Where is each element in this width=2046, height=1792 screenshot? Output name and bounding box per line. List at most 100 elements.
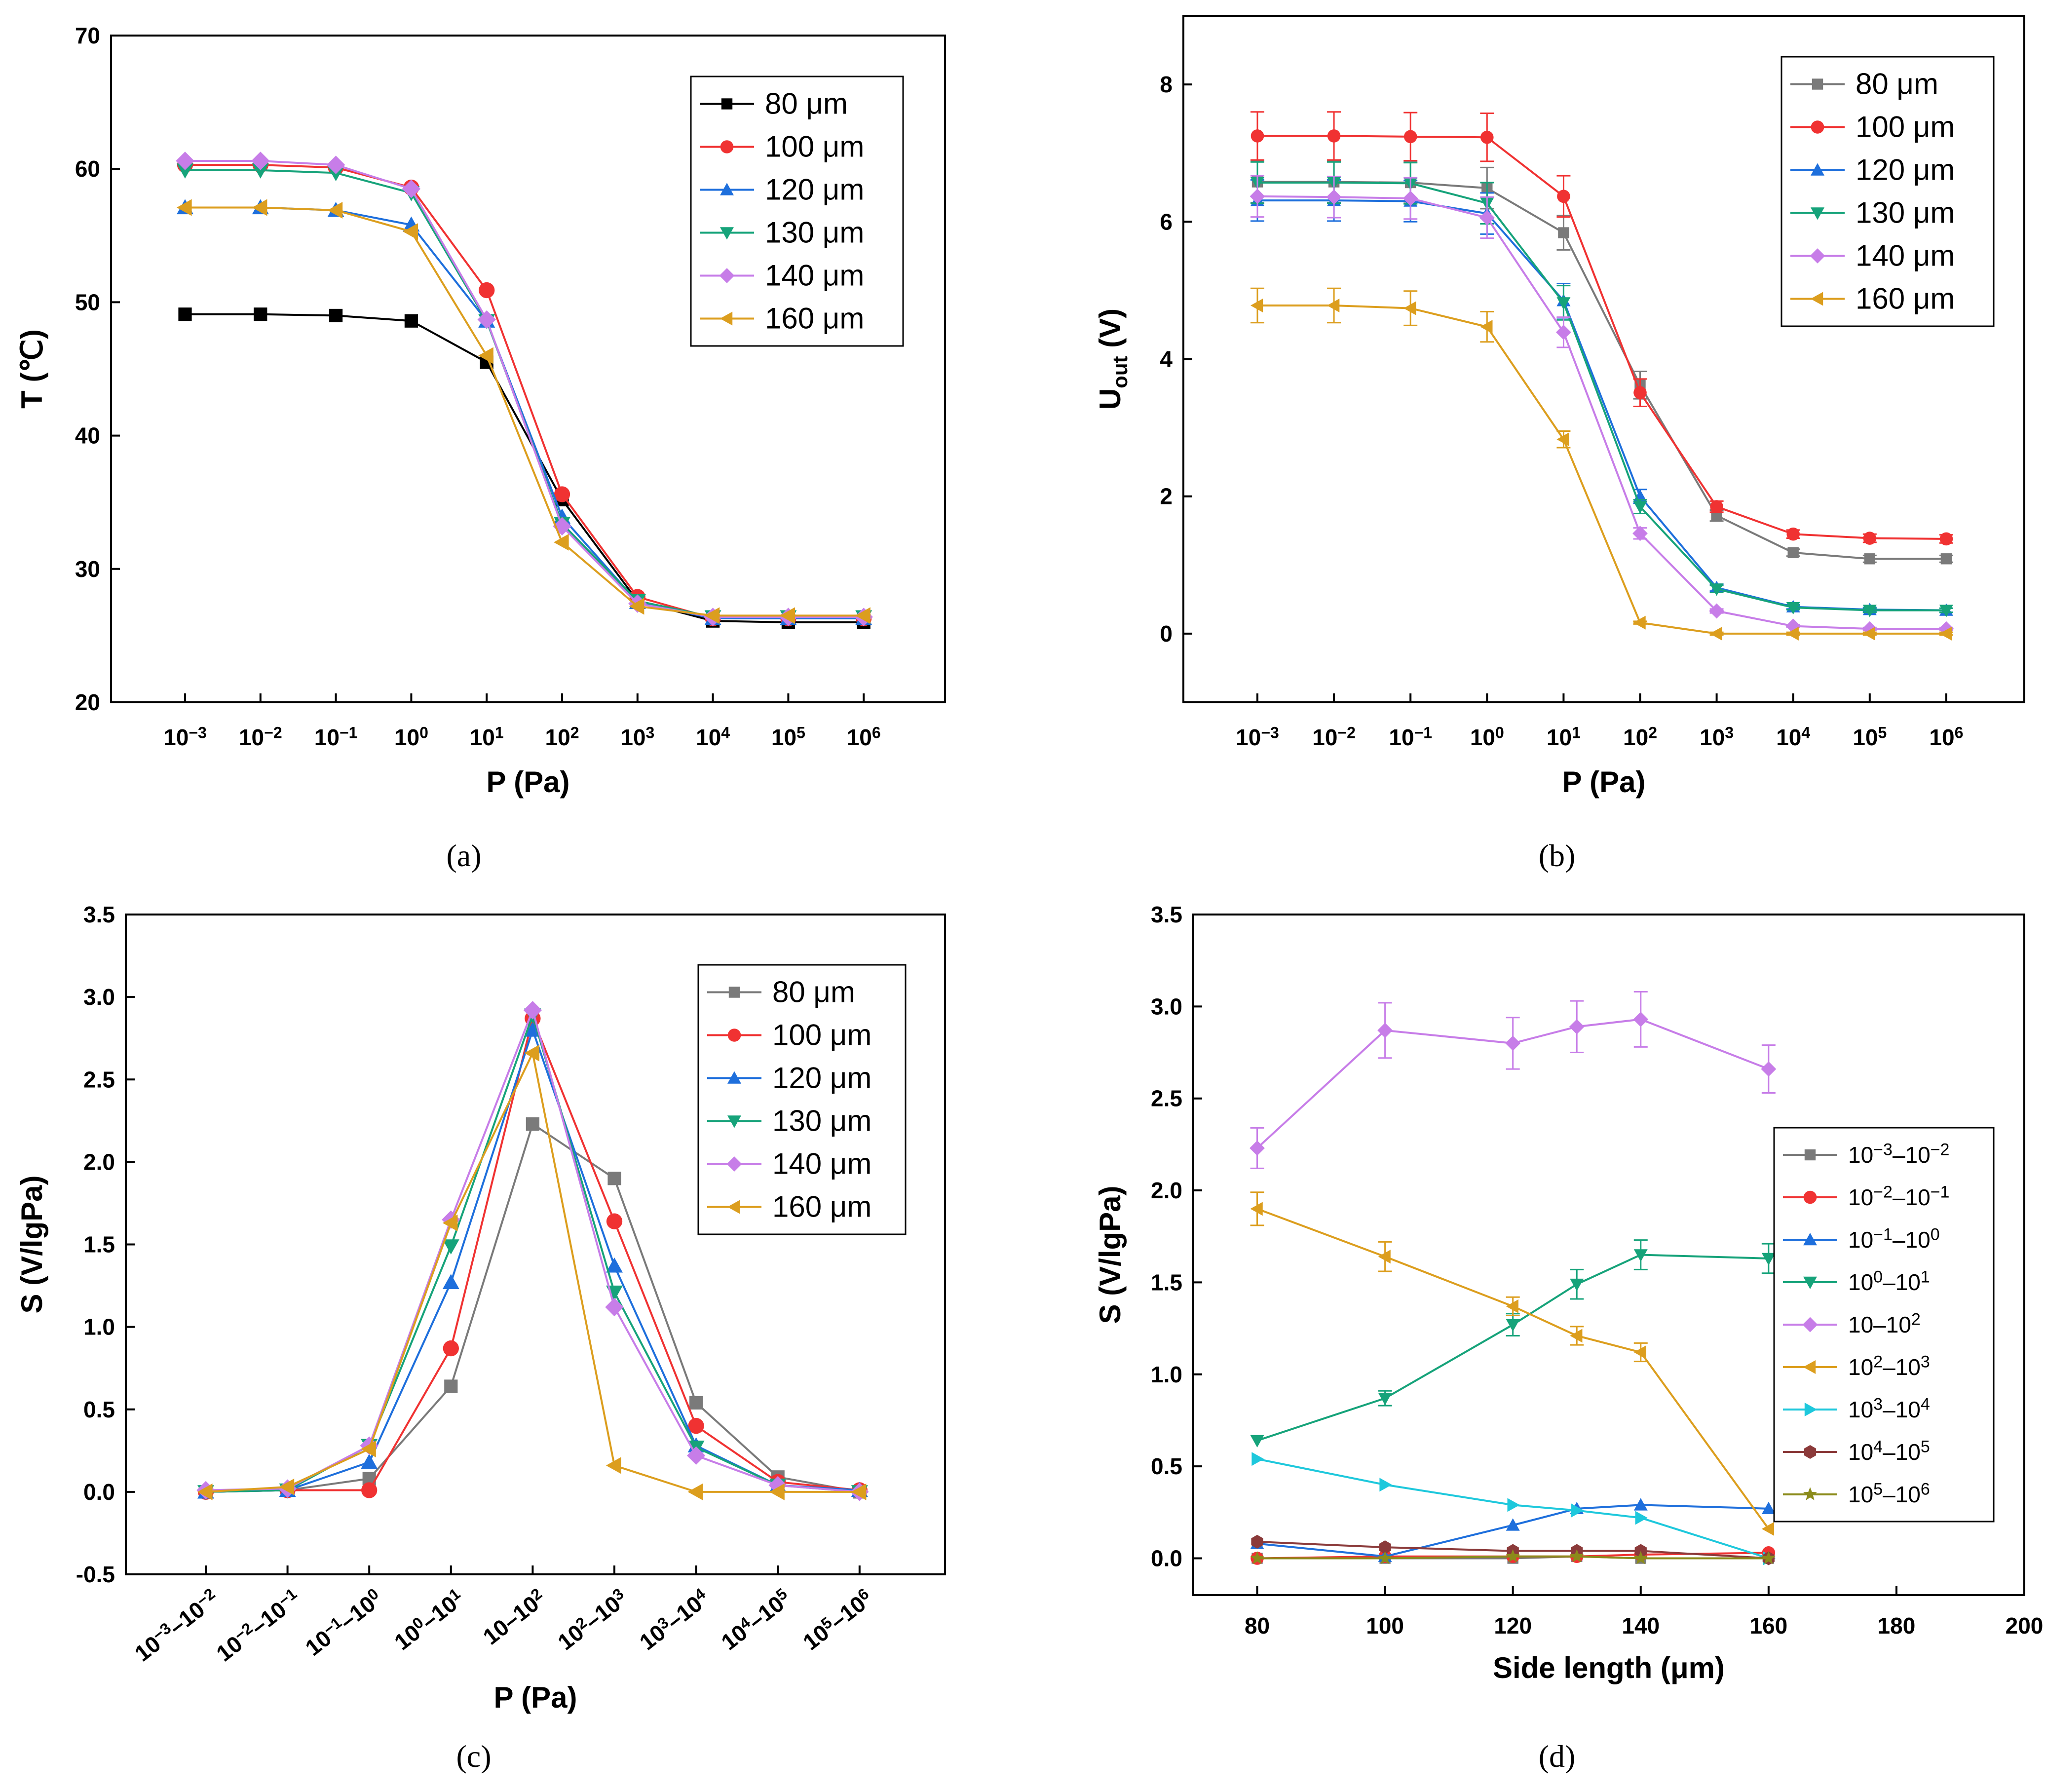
panel-d-data-point	[1251, 1534, 1263, 1549]
panel-a-x-tick-label: 101​	[470, 724, 504, 750]
panel-d-data-point	[1378, 1551, 1392, 1564]
panel-d-legend-marker	[1803, 1487, 1817, 1500]
panel-b-data-point	[1786, 626, 1799, 641]
panel-b-x-tick-label: 104​	[1776, 724, 1810, 750]
panel-d-legend-marker	[1803, 1233, 1817, 1246]
panel-a-y-tick-label: 50	[75, 289, 100, 315]
panel-a-y-tick-label: 70	[75, 23, 100, 48]
panel-d-x-tick-label: 140	[1622, 1613, 1660, 1639]
panel-d-series-line	[1256, 1018, 1769, 1149]
panel-a-legend-marker	[720, 183, 734, 195]
panel-a-data-point	[329, 308, 343, 323]
panel-c-data-point	[443, 1340, 459, 1357]
panel-d-y-tick-label: 3.5	[1151, 902, 1182, 927]
panel-c-x-tick-label: 100​–101​	[389, 1585, 469, 1655]
panel-a-legend-label: 130 μm	[765, 216, 864, 249]
panel-d-data-point	[1570, 1278, 1584, 1292]
panel-c-data-point	[687, 1483, 703, 1500]
panel-d-x-tick-label: 200	[2006, 1613, 2044, 1639]
panel-a-x-tick-label: 10−3​	[163, 724, 207, 750]
panel-d-legend-label: 102​–103​	[1848, 1353, 1930, 1380]
panel-c-data-point	[605, 1297, 624, 1317]
panel-b-series-line	[1257, 182, 1946, 611]
panel-a-y-tick-label: 60	[75, 156, 100, 182]
panel-d-legend-marker	[1803, 1276, 1817, 1289]
panel-a-data-point	[254, 307, 267, 321]
panel-a-data-point	[252, 163, 269, 179]
panel-d-series-line	[1256, 1254, 1769, 1442]
panel-d-data-point	[1378, 1250, 1391, 1264]
panel-c-legend-label: 130 μm	[772, 1105, 871, 1138]
panel-a-data-point	[477, 310, 496, 329]
panel-b-series-line	[1257, 305, 1946, 635]
panel-d-series-line	[1257, 1540, 1769, 1560]
panel-a-data-point	[176, 152, 194, 170]
panel-b-data-point	[1864, 553, 1875, 565]
panel-d-data-point	[1506, 1518, 1520, 1531]
panel-b-series-line	[1257, 135, 1946, 540]
panel-c-legend-marker	[726, 1156, 742, 1172]
panel-a-legend-marker	[720, 227, 734, 240]
panel-d-plot-frame	[1192, 914, 2025, 1596]
panel-b-data-point	[1480, 320, 1493, 334]
panel-c-legend-marker	[728, 987, 740, 998]
panel-c-data-point	[197, 1483, 213, 1500]
panel-d-data-point	[1761, 1522, 1775, 1536]
panel-a-x-tick-label: 100​	[394, 724, 428, 750]
panel-b-series-100-m	[1250, 111, 1953, 546]
panel-d-legend-label: 104​–105​	[1848, 1438, 1930, 1465]
panel-a-data-point	[554, 486, 570, 502]
panel-d-data-point	[1761, 1501, 1776, 1515]
panel-a-x-tick-label: 105​	[771, 724, 805, 750]
panel-b-y-tick-label: 8	[1160, 72, 1173, 97]
panel-b-series-line	[1257, 195, 1946, 630]
panel-c-x-tick-label: 105​–106​	[797, 1585, 877, 1655]
panel-c-data-point	[606, 1457, 621, 1474]
panel-b-data-point	[1785, 618, 1801, 634]
panel-b-y-tick-label: 2	[1160, 484, 1173, 509]
panel-b-legend-label: 80 μm	[1856, 68, 1938, 101]
panel-d-data-point	[1250, 1202, 1263, 1216]
panel-b-data-point	[1403, 301, 1416, 315]
panel-a-x-tick-label: 10−1​	[314, 724, 358, 750]
panel-b-data-point	[1479, 210, 1495, 226]
panel-d-x-tick-label: 100	[1366, 1613, 1404, 1639]
panel-d-data-point	[1378, 1393, 1392, 1406]
panel-c-legend-box	[697, 964, 907, 1235]
panel-b-data-point	[1938, 621, 1954, 637]
panel-d-x-tick-label: 120	[1494, 1613, 1532, 1639]
panel-a-data-point	[478, 347, 493, 364]
panel-a-data-point	[780, 607, 795, 624]
panel-d-data-point	[1635, 1511, 1648, 1525]
panel-d-data-point	[1250, 1551, 1264, 1564]
panel-c-data-point	[689, 1396, 703, 1410]
panel-c-x-axis-title: P (Pa)	[494, 1681, 577, 1714]
panel-d-data-point	[1633, 1498, 1648, 1511]
panel-b-data-point	[1863, 532, 1877, 545]
panel-c-data-point	[361, 1482, 378, 1498]
panel-c-sensitivity-vs-pressure-range: -0.50.00.51.01.52.02.53.03.510−3​–10−2​1…	[15, 902, 946, 1774]
panel-b-data-point	[1250, 299, 1263, 313]
panel-b-data-point	[1480, 130, 1494, 144]
panel-b-data-point	[1633, 615, 1646, 630]
panel-c-x-tick-label: 104​–105​	[716, 1585, 796, 1655]
panel-d-series-102-103	[1250, 1191, 1775, 1536]
panel-d-legend-label: 10−1​–100​	[1848, 1225, 1940, 1253]
panel-d-data-point	[1250, 1140, 1265, 1156]
panel-c-legend-marker	[727, 1200, 740, 1214]
panel-d-data-point	[1634, 1544, 1647, 1558]
panel-d-y-tick-label: 0.0	[1151, 1545, 1182, 1571]
panel-d-series-10-102	[1250, 991, 1777, 1169]
panel-a-x-tick-label: 103​	[620, 724, 654, 750]
panel-b-data-point	[1709, 626, 1722, 641]
panel-c-data-point	[444, 1379, 458, 1393]
panel-c-data-point	[442, 1215, 458, 1232]
panel-d-data-point	[1633, 1345, 1646, 1360]
panel-a-data-point	[554, 534, 569, 551]
panel-c-data-point	[851, 1483, 867, 1500]
panel-d-data-point	[1507, 1498, 1520, 1512]
panel-b-x-tick-label: 10−3​	[1236, 724, 1279, 750]
panel-a-legend-label: 160 μm	[765, 302, 864, 335]
panel-b-legend-marker	[1811, 120, 1824, 134]
panel-d-series-line	[1257, 1458, 1769, 1560]
